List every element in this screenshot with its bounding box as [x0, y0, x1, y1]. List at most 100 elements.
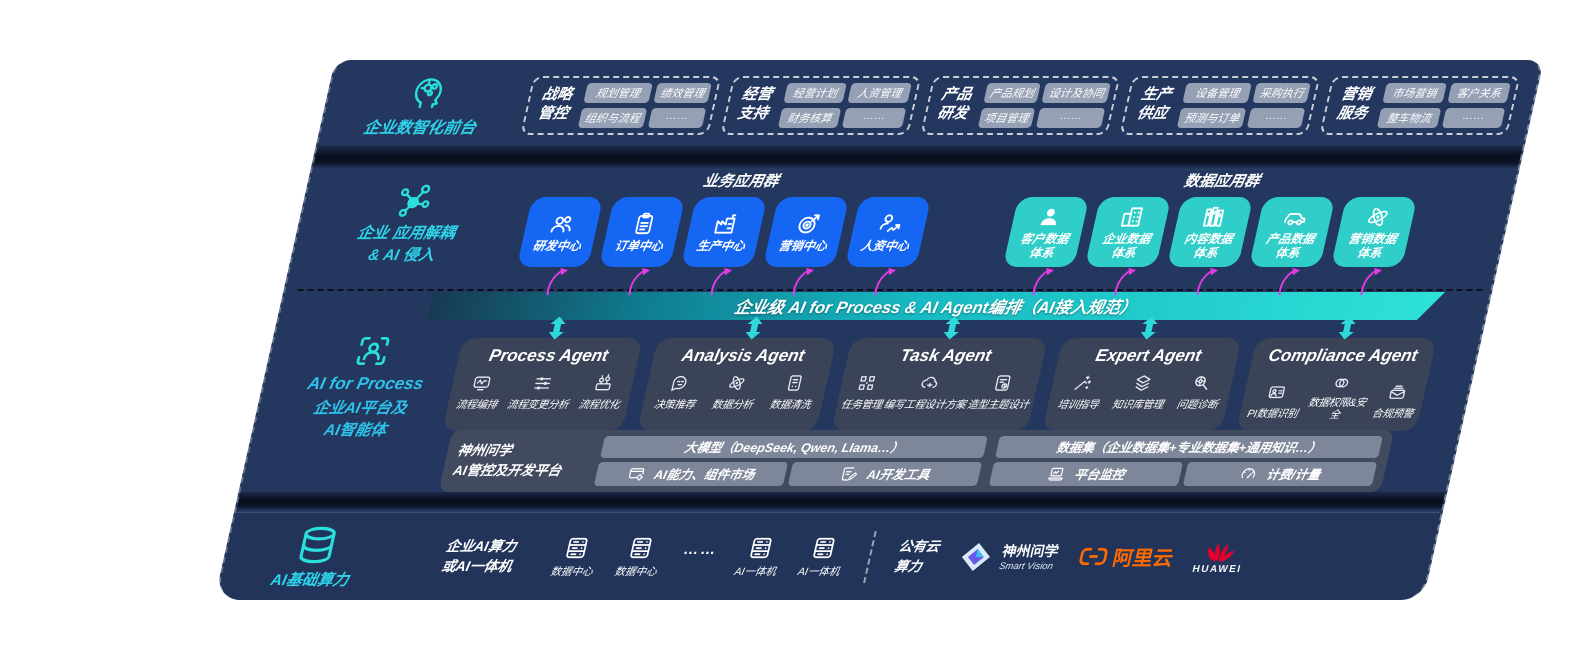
- dev-tools-icon: [841, 467, 859, 481]
- agent-title: Analysis Agent: [680, 346, 807, 365]
- diagnose-icon: [1193, 376, 1211, 390]
- component-market-box: AI能力、组件市场: [593, 461, 789, 486]
- car-icon: [1282, 213, 1307, 226]
- dataset-bar: 数据集（企业数据集+专业数据集+通用知识…）: [995, 436, 1383, 458]
- clipboard-icon: [634, 212, 654, 235]
- scan-person-icon: [356, 336, 390, 366]
- chip: 预测与订单: [1177, 107, 1247, 128]
- factory-icon: [713, 214, 736, 234]
- orchestration-label: 企业级 AI for Process & AI Agent编排（AI接入规范）: [732, 299, 1139, 317]
- group-marketing-service: 营销服务 市场营销 客户关系 整车物流 ……: [1319, 75, 1521, 135]
- metering-box: 计费/计量: [1182, 461, 1378, 486]
- datacenter-node: 数据中心: [549, 535, 601, 579]
- datacenter-node: 数据中心: [613, 535, 665, 579]
- compute-title: AI基础算力: [269, 571, 351, 589]
- layers-icon: [1133, 375, 1151, 391]
- chip: 人资管理: [847, 82, 912, 103]
- chip: 规划管理: [583, 82, 653, 103]
- agent-title: Expert Agent: [1093, 346, 1204, 365]
- tile-content-data: 内容数据体系: [1166, 197, 1254, 296]
- alibaba-cloud-logo: 阿里云: [1076, 542, 1176, 571]
- huawei-fan-icon: [1205, 543, 1237, 563]
- layer-divider: [235, 492, 1446, 512]
- process-agent-card: Process Agent 流程编排 流程变更分析 流程优化: [442, 338, 643, 432]
- platform-model-half: 大模型（DeepSeek, Qwen, Llama…） AI能力、组件市场 AI…: [593, 436, 988, 486]
- team-icon: [550, 216, 574, 233]
- chip: 采购执行: [1252, 82, 1312, 103]
- tile-order-center: 订单中心: [598, 197, 686, 296]
- sliders-icon: [533, 376, 552, 391]
- group-name: 产品研发: [935, 86, 974, 122]
- agent-item-label: 流程变更分析: [505, 399, 570, 411]
- database-icon: [298, 526, 338, 563]
- chip: 经营计划: [783, 82, 848, 103]
- main-panel: 企业数智化前台 战略管控 规划管理 绩效管理 组织与流程 …… 经营支持 经营计…: [214, 60, 1545, 600]
- front-office-layer: 企业数智化前台 战略管控 规划管理 绩效管理 组织与流程 …… 经营支持 经营计…: [318, 64, 1541, 146]
- business-group-title: 业务应用群: [701, 173, 781, 190]
- chip: 项目管理: [977, 107, 1036, 128]
- agent-item-label: 造型主题设计: [966, 399, 1031, 411]
- chip: ……: [1441, 107, 1506, 128]
- chip: 市场营销: [1382, 82, 1447, 103]
- server-icon: [629, 537, 653, 558]
- chip: ……: [1036, 107, 1106, 128]
- server-icon: [565, 537, 589, 558]
- atom-icon: [727, 374, 748, 392]
- group-name: 营销服务: [1335, 86, 1374, 122]
- chip: 产品规划: [983, 82, 1042, 103]
- agent-item-label: 数据权限&安全: [1306, 397, 1368, 422]
- user-icon: [1038, 208, 1060, 227]
- expert-agent-card: Expert Agent 培训指导 知识库管理 问题诊断: [1041, 338, 1243, 432]
- tile-marketing-center: 营销中心: [762, 197, 850, 296]
- id-card-icon: [1268, 386, 1286, 399]
- tile-marketing-data: 营销数据体系: [1330, 197, 1418, 296]
- chip: 设计及协同: [1041, 82, 1112, 103]
- enterprise-compute-label: 企业AI算力 或AI一体机: [440, 537, 519, 574]
- agent-item-label: 任务管理: [839, 399, 884, 411]
- smart-vision-logo: 神州问学 Smart Vision: [956, 540, 1062, 574]
- ai-layer-side-label: AI for Process 企业AI平台及 AI智能体: [267, 332, 462, 443]
- agent-item-label: 合规预警: [1370, 408, 1415, 421]
- agent-item-label: PI数据识别: [1245, 408, 1299, 421]
- training-icon: [1074, 375, 1093, 390]
- layer-divider: [312, 146, 1523, 170]
- ai-for-process-label: AI for Process: [305, 374, 426, 393]
- person-chart-icon: [878, 214, 902, 232]
- data-app-group: 数据应用群 客户数据体系 企业数据体系 内容数据体系: [1002, 170, 1425, 296]
- chip: ……: [1247, 107, 1306, 128]
- front-office-groups: 战略管控 规划管理 绩效管理 组织与流程 …… 经营支持 经营计划 人资管理 财…: [520, 75, 1521, 135]
- task-grid-icon: [858, 376, 875, 390]
- agent-item-label: 问题诊断: [1175, 399, 1219, 411]
- factory-gear-icon: [595, 374, 614, 391]
- smart-vision-diamond-icon: [959, 542, 994, 571]
- chip: 组织与流程: [577, 107, 648, 128]
- group-production-supply: 生产供应 设备管理 采购执行 预测与订单 ……: [1119, 75, 1321, 135]
- group-name: 经营支持: [735, 86, 774, 122]
- target-icon: [796, 214, 820, 234]
- agent-item-label: 流程编排: [454, 399, 499, 411]
- alibaba-bracket-icon: [1078, 547, 1109, 566]
- compute-layer: AI基础算力 企业AI算力 或AI一体机 数据中心 数据中心 …… AI一体机: [216, 512, 1441, 600]
- chip: 客户关系: [1447, 82, 1511, 103]
- atom-icon: [1364, 206, 1391, 229]
- server-icon: [749, 537, 772, 558]
- front-office-side-label: 企业数智化前台: [320, 73, 531, 138]
- ai-appliance-node: AI一体机: [797, 535, 848, 579]
- agent-item-label: 决策推荐: [652, 399, 697, 411]
- ai-appliance-node: AI一体机: [733, 535, 784, 579]
- tile-rd-center: 研发中心: [516, 197, 604, 296]
- vertical-dashed-divider: [863, 530, 877, 583]
- agent-item-label: 流程优化: [577, 399, 621, 411]
- insight-icon: [670, 375, 688, 392]
- group-name: 生产供应: [1135, 86, 1174, 122]
- agent-item-label: 知识库管理: [1110, 399, 1165, 411]
- tile-enterprise-data: 企业数据体系: [1084, 197, 1172, 296]
- books-icon: [1202, 207, 1225, 227]
- group-operation: 经营支持 经营计划 人资管理 财务核算 ……: [720, 75, 922, 135]
- huawei-logo: HUAWEI: [1191, 539, 1248, 575]
- building-icon: [1120, 207, 1143, 227]
- component-market-icon: [628, 468, 645, 481]
- analysis-agent-card: Analysis Agent 决策推荐 数据分析 数据清洗: [636, 338, 838, 432]
- front-office-title: 企业数智化前台: [361, 119, 478, 137]
